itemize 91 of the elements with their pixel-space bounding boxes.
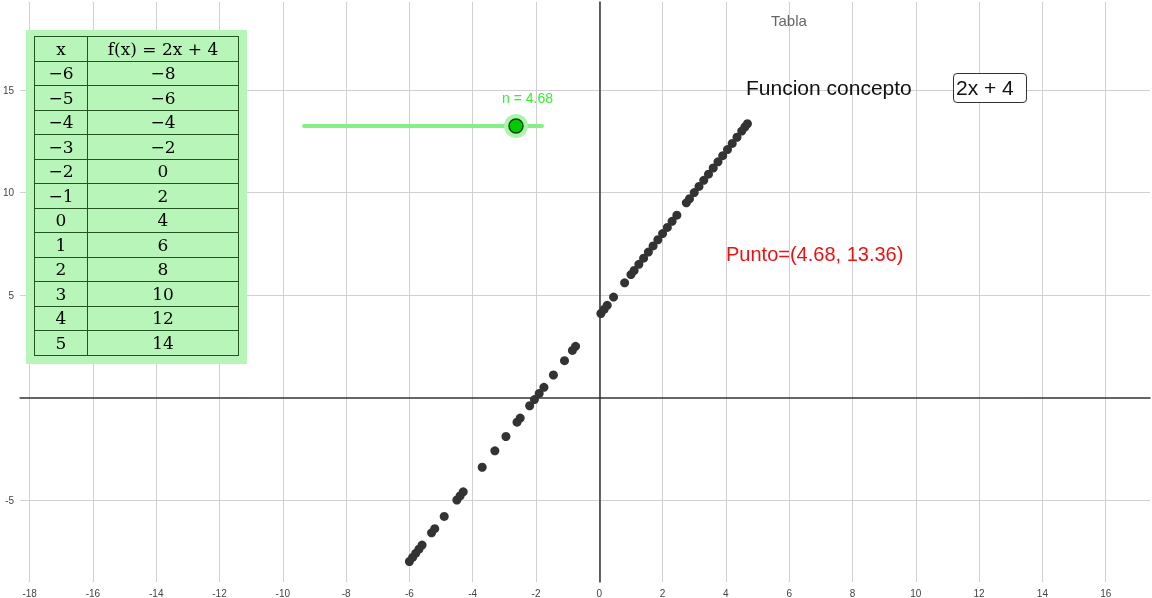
- annotation: −1: [34, 183, 88, 208]
- x-tick-label: -2: [531, 587, 541, 598]
- x-tick-label: -10: [275, 587, 291, 598]
- annotation: n = 4.68: [502, 90, 553, 106]
- point: [718, 151, 728, 161]
- y-tick-label: 5: [8, 289, 15, 301]
- annotation: 4: [87, 208, 239, 233]
- x-tick-label: 4: [723, 587, 730, 598]
- point: [539, 382, 549, 392]
- x-tick-label: -4: [468, 587, 478, 598]
- y-tick-label: 10: [3, 187, 15, 199]
- annotation: 10: [87, 281, 239, 306]
- point: [672, 210, 682, 220]
- annotation: 0: [34, 208, 88, 233]
- annotation: 2x + 4: [953, 73, 1027, 103]
- point: [639, 253, 649, 263]
- annotation: 6: [87, 232, 239, 257]
- annotation: −6: [34, 61, 88, 86]
- point: [727, 138, 737, 148]
- x-tick-label: 6: [786, 587, 793, 598]
- point: [648, 241, 658, 251]
- point: [662, 222, 672, 232]
- point: [634, 259, 644, 269]
- x-tick-label: 16: [1100, 587, 1112, 598]
- x-tick-label: 0: [596, 587, 603, 598]
- annotation: 14: [87, 330, 239, 355]
- x-tick-label: -18: [22, 587, 38, 598]
- x-tick-label: -14: [148, 587, 164, 598]
- point: [609, 292, 619, 302]
- point: [643, 247, 653, 257]
- y-tick-label: -5: [5, 494, 15, 506]
- point: [439, 511, 449, 521]
- point: [525, 401, 535, 411]
- annotation: −5: [34, 85, 88, 110]
- text: Tabla: [771, 12, 808, 29]
- annotation: 1: [34, 232, 88, 257]
- point: [699, 175, 709, 185]
- x-tick-label: 10: [910, 587, 922, 598]
- point: [658, 229, 668, 239]
- x-tick-label: -6: [404, 587, 415, 598]
- point: [722, 145, 732, 155]
- x-tick-label: -8: [341, 587, 351, 598]
- point: [430, 524, 440, 534]
- annotation: 0: [87, 159, 239, 184]
- point: [685, 194, 694, 204]
- annotation: −2: [34, 159, 88, 184]
- point: [477, 462, 487, 472]
- point: [704, 169, 713, 179]
- annotation: −2: [87, 134, 239, 159]
- point: [667, 216, 677, 226]
- point: [732, 132, 742, 142]
- annotation: x: [34, 36, 88, 61]
- x-tick-label: 8: [849, 587, 856, 598]
- annotation: 2: [34, 257, 88, 282]
- x-tick-label: -12: [212, 587, 228, 598]
- x-tick-label: -16: [85, 587, 101, 598]
- annotation: −3: [34, 134, 88, 159]
- annotation: −4: [87, 110, 239, 135]
- point: [560, 356, 569, 366]
- point: [417, 540, 427, 550]
- point: [713, 157, 723, 167]
- annotation: f(x) = 2x + 4: [87, 36, 239, 61]
- annotation: Punto=(4.68, 13.36): [726, 243, 904, 266]
- annotation: 12: [87, 306, 239, 331]
- annotation: 8: [87, 257, 239, 282]
- point: [501, 431, 511, 441]
- point: [694, 181, 704, 191]
- point: [515, 413, 525, 423]
- annotation: 5: [34, 330, 88, 355]
- annotation: 3: [34, 281, 88, 306]
- x-tick-label: 2: [659, 587, 666, 598]
- point: [571, 341, 581, 351]
- point: [629, 265, 639, 275]
- point: [529, 395, 539, 405]
- annotation: −8: [87, 61, 239, 86]
- point: [653, 235, 663, 245]
- x-tick-label: 12: [973, 587, 986, 598]
- point: [602, 300, 612, 310]
- point: [689, 188, 699, 198]
- annotation: −6: [87, 85, 239, 110]
- point: [620, 278, 630, 288]
- annotation: 4: [34, 306, 88, 331]
- point: [548, 370, 558, 380]
- point: [458, 487, 468, 497]
- point: [534, 388, 544, 398]
- annotation: −4: [34, 110, 88, 135]
- x-tick-label: 14: [1036, 587, 1049, 598]
- y-tick-label: 15: [3, 84, 15, 96]
- annotation: Funcion concepto: [746, 76, 912, 100]
- annotation: 2: [87, 183, 239, 208]
- point: [490, 446, 500, 456]
